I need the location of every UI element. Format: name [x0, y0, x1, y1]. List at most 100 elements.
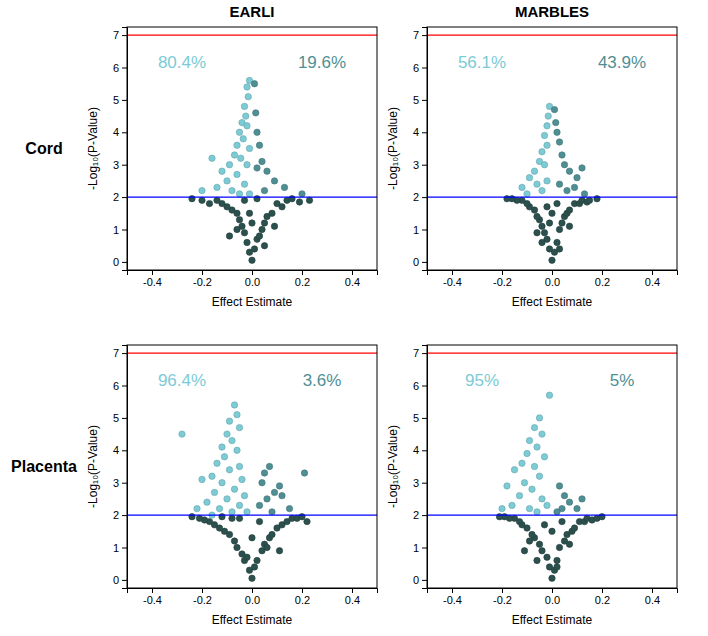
- y-axis-tick-mark: [422, 132, 427, 133]
- x-axis-tick: -0.4: [443, 270, 462, 288]
- point: [526, 538, 532, 544]
- plot-frame: [127, 27, 377, 270]
- point: [199, 187, 205, 193]
- point: [581, 191, 587, 197]
- point: [219, 168, 225, 174]
- point: [561, 492, 567, 498]
- y-axis-tick-label: 6: [413, 62, 419, 74]
- y-axis-tick: 0: [113, 574, 127, 586]
- figure: EARLIMARBLESCordPlacenta-0.4-0.20.00.20.…: [0, 0, 708, 636]
- point: [526, 505, 532, 511]
- point: [254, 196, 260, 202]
- y-axis-tick: 0: [413, 256, 427, 268]
- x-axis-tick: -0.4: [143, 588, 162, 606]
- point: [536, 415, 542, 421]
- point: [219, 514, 225, 520]
- point: [236, 217, 242, 223]
- point: [544, 554, 550, 560]
- y-axis-tick: 0: [113, 256, 127, 268]
- series: [189, 196, 313, 264]
- point: [241, 230, 247, 236]
- point: [264, 544, 270, 550]
- point: [526, 174, 532, 180]
- point: [551, 106, 557, 112]
- point: [256, 233, 262, 239]
- x-axis-tick: 0.4: [645, 270, 660, 288]
- y-axis-tick-label: 0: [113, 574, 119, 586]
- point: [521, 480, 527, 486]
- y-axis-tick-mark: [122, 548, 127, 549]
- annotation: 43.9%: [598, 53, 646, 72]
- y-axis-tick: 5: [113, 412, 127, 424]
- x-axis-tick: -0.2: [193, 270, 212, 288]
- point: [189, 514, 195, 520]
- y-axis-tick-label: 0: [413, 256, 419, 268]
- y-axis-tick-label: 4: [113, 126, 119, 138]
- y-axis-tick-mark: [122, 262, 127, 263]
- point: [539, 239, 545, 245]
- point: [531, 463, 537, 469]
- y-axis-line: [422, 346, 428, 589]
- y-axis-tick-mark: [422, 580, 427, 581]
- x-axis-tick-mark: [302, 588, 303, 593]
- x-axis-tick-label: 0.4: [345, 594, 360, 606]
- point: [556, 246, 562, 252]
- point: [289, 196, 295, 202]
- point: [226, 418, 232, 424]
- y-axis-tick-label: 6: [113, 380, 119, 392]
- point: [224, 496, 230, 502]
- series: [519, 103, 553, 197]
- point: [534, 557, 540, 563]
- y-axis-tick: 6: [113, 380, 127, 392]
- y-axis-tick: 3: [413, 159, 427, 171]
- x-axis-tick: -0.2: [193, 588, 212, 606]
- x-axis-title: Effect Estimate: [212, 295, 293, 309]
- x-axis-tick: 0.2: [595, 270, 610, 288]
- plot-frame: [427, 345, 677, 588]
- point: [259, 158, 265, 164]
- x-axis-line: [428, 589, 678, 594]
- y-axis-tick-mark: [422, 165, 427, 166]
- y-axis-tick-mark: [122, 515, 127, 516]
- y-axis-tick-label: 5: [413, 412, 419, 424]
- point: [544, 142, 550, 148]
- y-axis-tick-label: 0: [413, 574, 419, 586]
- point: [541, 522, 547, 528]
- point: [234, 411, 240, 417]
- x-axis-tick-label: -0.2: [193, 594, 212, 606]
- y-axis-tick-mark: [122, 386, 127, 387]
- y-axis-tick: 5: [413, 412, 427, 424]
- point: [259, 480, 265, 486]
- point: [231, 402, 237, 408]
- column-label: MARBLES: [515, 3, 589, 20]
- point: [243, 113, 249, 119]
- reference-line: [427, 34, 677, 35]
- point: [574, 505, 580, 511]
- x-axis-tick-mark: [652, 588, 653, 593]
- point: [229, 509, 235, 515]
- point: [534, 213, 540, 219]
- y-axis-tick: 4: [113, 126, 127, 138]
- point: [271, 489, 277, 495]
- point: [236, 502, 242, 508]
- point: [234, 171, 240, 177]
- point: [531, 424, 537, 430]
- point: [261, 243, 267, 249]
- point: [534, 181, 540, 187]
- point: [539, 548, 545, 554]
- y-axis-tick-label: 7: [413, 29, 419, 41]
- point: [244, 84, 250, 90]
- point: [261, 470, 267, 476]
- reference-line: [127, 197, 377, 198]
- point: [245, 93, 251, 99]
- x-axis: -0.4-0.20.00.20.4: [428, 588, 678, 606]
- point: [571, 184, 577, 190]
- point: [261, 220, 267, 226]
- y-axis-tick-mark: [422, 68, 427, 69]
- y-axis-tick: 6: [413, 380, 427, 392]
- point: [516, 492, 522, 498]
- point: [299, 191, 305, 197]
- x-axis-tick: 0.4: [345, 588, 360, 606]
- point: [234, 226, 240, 232]
- x-axis-tick: 0.0: [545, 270, 560, 288]
